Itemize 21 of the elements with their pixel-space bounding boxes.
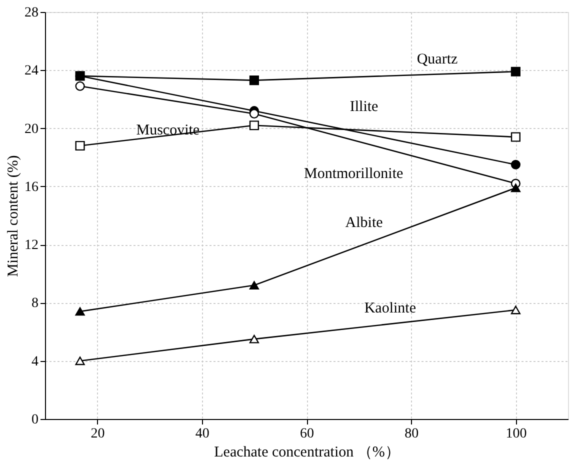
x-tick-label: 40: [195, 426, 210, 442]
annotation: Montmorillonite: [304, 166, 404, 182]
annotation: Albite: [345, 214, 384, 231]
annotation: Kaolinte: [364, 300, 416, 317]
y-tick-label: 28: [24, 6, 38, 20]
y-axis-title: Mineral content (%): [6, 155, 22, 277]
y-tick-label: 12: [24, 238, 38, 254]
x-tick-label: 80: [404, 426, 419, 442]
annotation: Muscovite: [136, 122, 200, 138]
annotation: Quartz: [416, 52, 458, 68]
y-tick-label: 16: [24, 180, 38, 195]
y-tick-label: 0: [32, 412, 38, 428]
y-tick-label: 24: [24, 64, 38, 79]
x-tick-label: 20: [90, 426, 105, 442]
y-tick-label: 8: [32, 296, 38, 312]
y-tick-label: 4: [32, 354, 38, 370]
x-axis-title: Leachate concentration （%）: [214, 444, 400, 460]
y-tick-label: 20: [24, 122, 38, 137]
x-tick-label: 60: [300, 426, 314, 442]
x-tick-label: 100: [506, 426, 527, 442]
annotation: Illite: [350, 98, 379, 115]
